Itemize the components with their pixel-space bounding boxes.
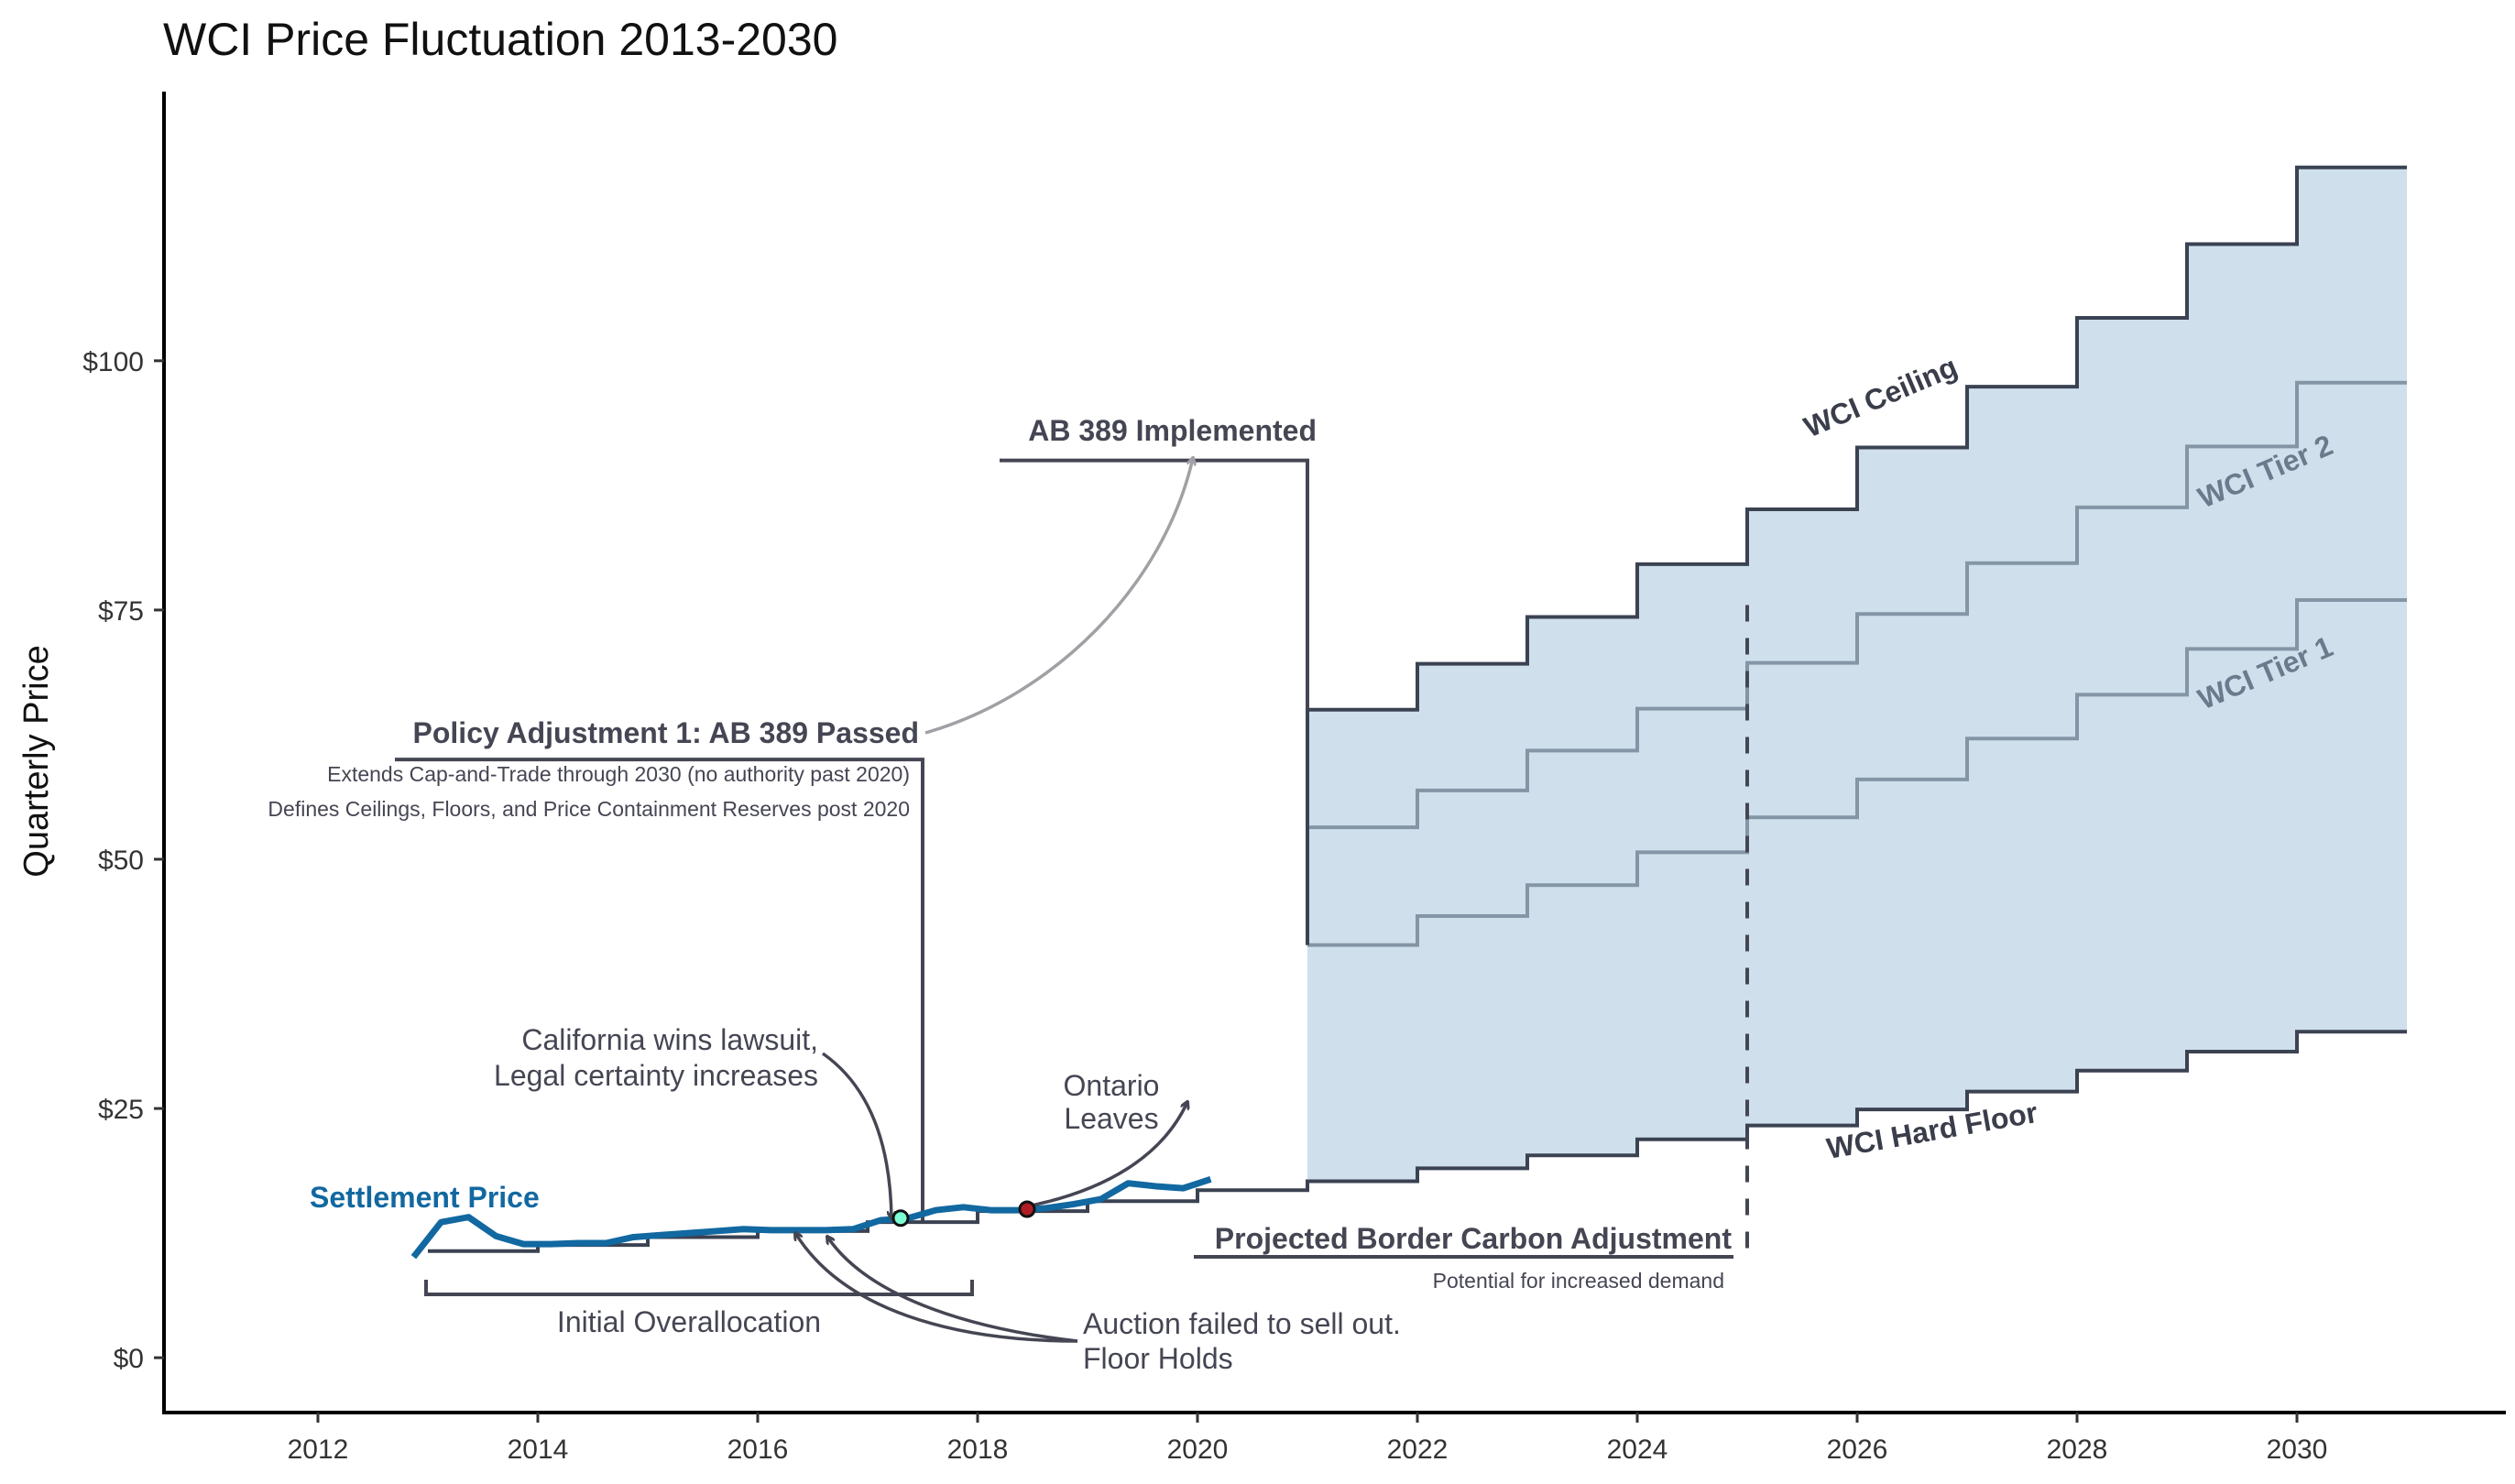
y-tick-label: $75 [98, 596, 144, 627]
auction-arrow-1 [795, 1233, 1078, 1343]
ontario-point [1018, 1200, 1036, 1218]
ontario-label-line1: Ontario [1064, 1069, 1160, 1102]
x-tick-label: 2012 [288, 1435, 349, 1465]
auction-arrow-2 [827, 1237, 1078, 1343]
policy-adjustment-line1: Extends Cap-and-Trade through 2030 (no a… [327, 762, 910, 786]
x-tick-label: 2024 [1607, 1435, 1668, 1465]
bca-title: Projected Border Carbon Adjustment [1215, 1222, 1733, 1255]
x-tick-label: 2028 [2047, 1435, 2108, 1465]
y-tick-label: $100 [82, 347, 144, 377]
event-points [891, 1200, 1036, 1228]
policy-adjustment-bracket [395, 758, 924, 1223]
policy-adjustment-line2: Defines Ceilings, Floors, and Price Cont… [268, 797, 910, 821]
x-tick-label: 2026 [1827, 1435, 1888, 1465]
settlement-price-label: Settlement Price [310, 1181, 540, 1214]
price-band [1307, 167, 2407, 1182]
y-tick-label: $0 [114, 1344, 144, 1374]
wci-tier2-line [1307, 380, 2407, 830]
policy-adjustment-title: Policy Adjustment 1: AB 389 Passed [413, 716, 919, 749]
y-axis-title: Quarterly Price [17, 645, 56, 877]
x-tick-label: 2030 [2267, 1435, 2328, 1465]
x-tick-label: 2018 [947, 1435, 1009, 1465]
ontario-arrow [1022, 1102, 1187, 1209]
x-tick-label: 2014 [508, 1435, 569, 1465]
x-tick-label: 2022 [1387, 1435, 1449, 1465]
y-tick-label: $25 [98, 1095, 144, 1125]
overallocation-label: Initial Overallocation [557, 1305, 821, 1338]
lawsuit-label-line1: California wins lawsuit, [521, 1023, 818, 1056]
settlement-price-line [410, 1176, 1212, 1260]
wci-ceiling-line [1306, 165, 2407, 945]
y-tick-label: $50 [98, 846, 144, 876]
policy-to-implemented-arrow [924, 458, 1193, 735]
x-tick-label: 2016 [727, 1435, 789, 1465]
auction-label-line2: Floor Holds [1083, 1342, 1233, 1375]
bca-subtitle: Potential for increased demand [1433, 1269, 1724, 1293]
lawsuit-point [891, 1209, 910, 1228]
chart-title: WCI Price Fluctuation 2013-2030 [163, 14, 837, 65]
x-tick-label: 2020 [1167, 1435, 1229, 1465]
overallocation-bracket [424, 1280, 974, 1296]
series-lines [395, 165, 2407, 1260]
lawsuit-label-line2: Legal certainty increases [494, 1059, 818, 1092]
lawsuit-arrow [821, 1052, 891, 1218]
ceiling-floor-band [1307, 167, 2407, 1182]
ab389-implemented-label: AB 389 Implemented [1028, 414, 1317, 447]
ab389-implemented-bracket [1000, 458, 1309, 945]
ontario-label-line2: Leaves [1064, 1102, 1158, 1135]
auction-label-line1: Auction failed to sell out. [1083, 1307, 1401, 1340]
wci-tier1-line [1307, 598, 2407, 947]
wci-ceiling-label: WCI Ceiling [1799, 350, 1963, 444]
axes: 2012 2014 2016 2018 2020 2022 2024 2026 2028 2030… [17, 92, 2506, 1465]
